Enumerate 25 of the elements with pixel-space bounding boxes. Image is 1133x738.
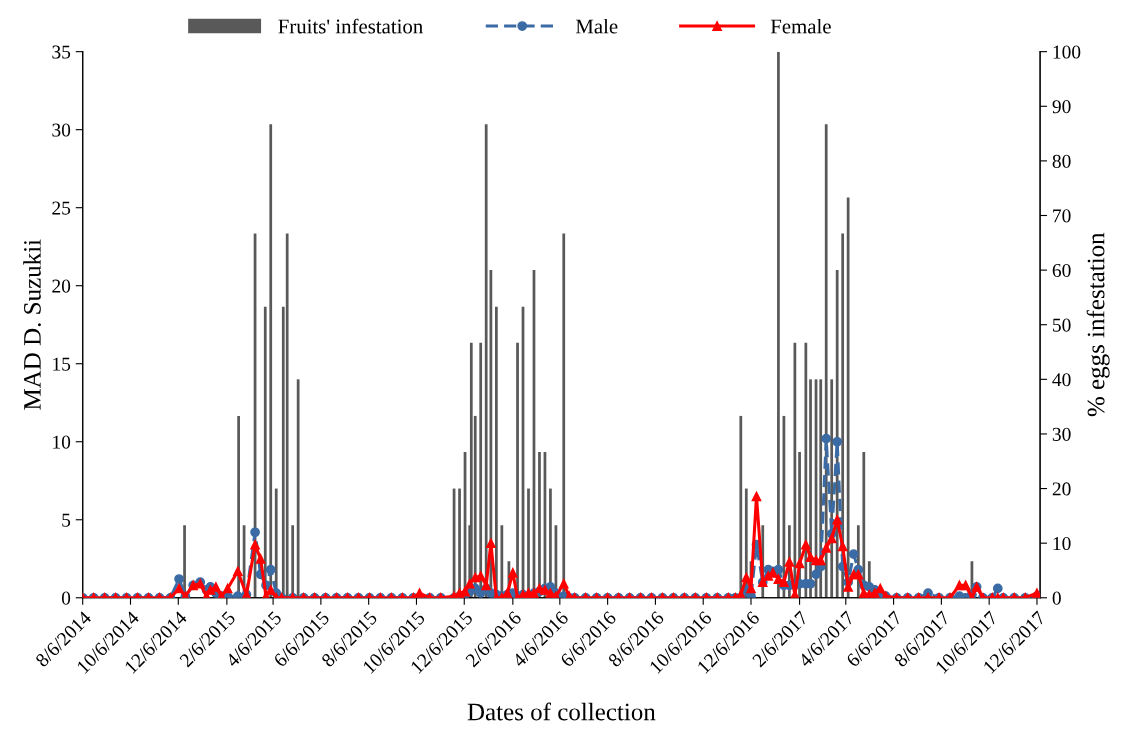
y2-tick-label: 20 (1052, 482, 1071, 496)
y2-tick-label: 70 (1053, 209, 1071, 223)
legend-label: Female (770, 18, 831, 34)
y-tick-label: 5 (62, 513, 71, 527)
y2-tick-label: 90 (1052, 100, 1071, 114)
y2-tick-label: 0 (1052, 591, 1061, 605)
x-axis-title: Dates of collection (467, 702, 656, 721)
y2-tick-label: 10 (1053, 536, 1071, 551)
legend-label: Fruits' infestation (278, 18, 423, 34)
y-tick-label: 30 (52, 123, 71, 137)
y-tick-label: 15 (53, 357, 71, 371)
y2-tick-label: 60 (1052, 263, 1071, 278)
y2-tick-label: 40 (1052, 373, 1071, 387)
y2-tick-label: 80 (1052, 154, 1071, 168)
y-tick-label: 20 (52, 279, 71, 293)
y-tick-label: 25 (52, 201, 71, 215)
y-tick-label: 35 (52, 45, 71, 59)
y-tick-label: 0 (61, 591, 71, 605)
y2-tick-label: 50 (1053, 318, 1071, 332)
y-axis-title: MAD D. Suzukii (23, 239, 41, 410)
y2-tick-label: 30 (1052, 427, 1071, 441)
legend-label: Male (575, 18, 618, 34)
y-tick-label: 10 (53, 435, 71, 449)
y2-axis-title: % eggs infestation (1086, 232, 1110, 417)
y2-tick-label: 100 (1053, 45, 1081, 59)
